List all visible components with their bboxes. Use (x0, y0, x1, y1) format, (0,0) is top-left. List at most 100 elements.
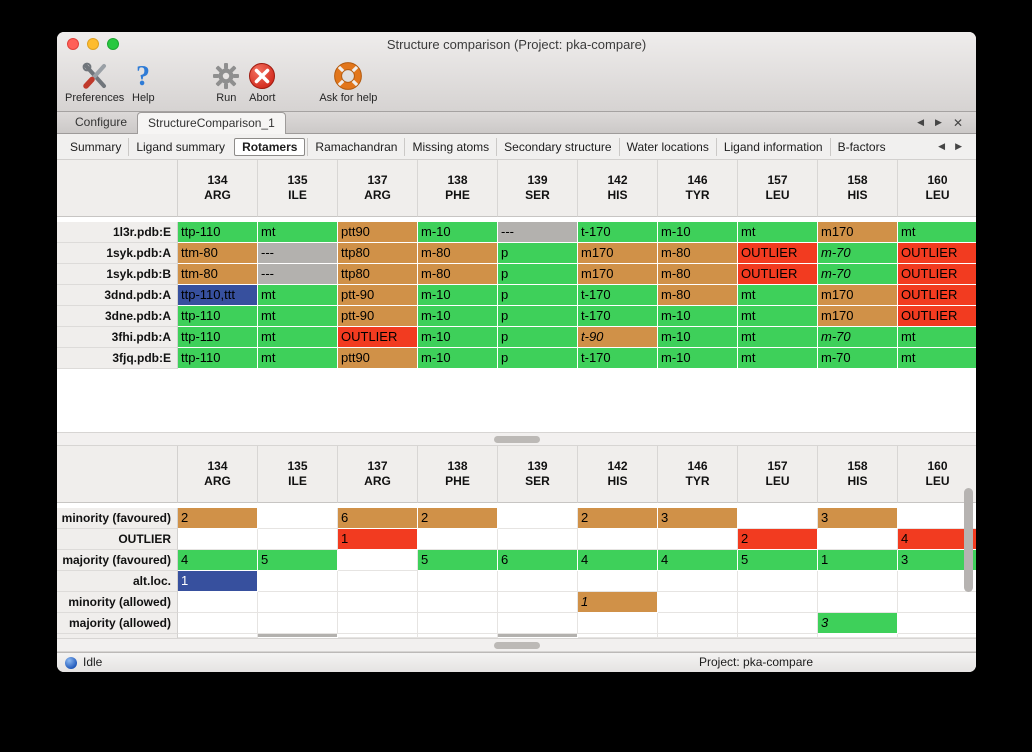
cell[interactable]: mt (738, 306, 818, 327)
cell[interactable] (658, 529, 738, 550)
cell[interactable]: m-10 (418, 348, 498, 369)
column-header-135[interactable]: 135 ILE (258, 160, 338, 217)
cell[interactable]: OUTLIER (898, 243, 976, 264)
cell[interactable] (738, 571, 818, 592)
cell[interactable]: m-80 (658, 285, 738, 306)
preferences-button[interactable]: Preferences (65, 56, 124, 104)
cell[interactable]: mt (738, 222, 818, 243)
cell[interactable]: m-70 (818, 327, 898, 348)
cell[interactable]: mt (258, 327, 338, 348)
row-label[interactable]: 3dnd.pdb:A (57, 285, 178, 306)
cell[interactable] (818, 592, 898, 613)
cell[interactable]: mt (898, 348, 976, 369)
cell[interactable]: OUTLIER (898, 285, 976, 306)
cell[interactable]: ttm-80 (178, 264, 258, 285)
cell[interactable]: 3 (898, 550, 976, 571)
minimize-window-button[interactable] (87, 38, 99, 50)
cell[interactable] (658, 571, 738, 592)
tab-ligand-summary[interactable]: Ligand summary (128, 137, 232, 156)
cell[interactable]: ttp-110,ttt (178, 285, 258, 306)
tab-missing-atoms[interactable]: Missing atoms (404, 137, 496, 156)
cell[interactable] (738, 613, 818, 634)
cell[interactable] (818, 571, 898, 592)
cell[interactable]: m-80 (658, 264, 738, 285)
cell[interactable]: m-10 (658, 327, 738, 348)
cell[interactable]: --- (258, 243, 338, 264)
tab-next-icon[interactable]: ▶ (935, 117, 942, 127)
cell[interactable] (178, 592, 258, 613)
row-label[interactable]: majority (allowed) (57, 613, 178, 634)
run-button[interactable]: Run (211, 56, 241, 104)
cell[interactable]: 1 (338, 529, 418, 550)
column-header-138[interactable]: 138 PHE (418, 446, 498, 503)
cell[interactable]: 5 (738, 550, 818, 571)
cell[interactable]: 1 (818, 550, 898, 571)
cell[interactable] (818, 529, 898, 550)
cell[interactable]: --- (258, 264, 338, 285)
row-label[interactable]: 3fjq.pdb:E (57, 348, 178, 369)
subtab-prev-icon[interactable]: ◀ (938, 141, 946, 151)
ask-for-help-button[interactable]: Ask for help (319, 56, 377, 104)
cell[interactable]: m170 (818, 306, 898, 327)
row-label[interactable]: 3dne.pdb:A (57, 306, 178, 327)
row-label[interactable]: majority (favoured) (57, 550, 178, 571)
cell[interactable] (658, 592, 738, 613)
cell[interactable]: t-170 (578, 348, 658, 369)
cell[interactable]: m-10 (658, 306, 738, 327)
tab-ramachandran[interactable]: Ramachandran (307, 137, 404, 156)
cell[interactable]: mt (898, 327, 976, 348)
horizontal-scrollbar-thumb[interactable] (493, 641, 540, 649)
cell[interactable] (578, 529, 658, 550)
cell[interactable]: ttp-110 (178, 327, 258, 348)
cell[interactable]: t-170 (578, 285, 658, 306)
cell[interactable]: m170 (578, 243, 658, 264)
cell[interactable]: ttp80 (338, 264, 418, 285)
cell[interactable]: 2 (738, 529, 818, 550)
column-header-160[interactable]: 160 LEU (898, 446, 976, 503)
cell[interactable]: 1 (178, 571, 258, 592)
tab-configure[interactable]: Configure (75, 115, 128, 129)
abort-button[interactable]: Abort (247, 56, 277, 104)
cell[interactable]: 2 (578, 508, 658, 529)
cell[interactable]: mt (738, 285, 818, 306)
cell[interactable] (498, 613, 578, 634)
cell[interactable]: p (498, 243, 578, 264)
cell[interactable] (418, 529, 498, 550)
cell[interactable]: 4 (178, 550, 258, 571)
cell[interactable] (738, 508, 818, 529)
cell[interactable]: OUTLIER (898, 264, 976, 285)
row-label[interactable]: 3fhi.pdb:A (57, 327, 178, 348)
cell[interactable]: 4 (578, 550, 658, 571)
column-header-142[interactable]: 142 HIS (578, 446, 658, 503)
row-label[interactable]: 1l3r.pdb:E (57, 222, 178, 243)
cell[interactable] (498, 592, 578, 613)
tab-close-icon[interactable]: ✕ (952, 115, 963, 130)
cell[interactable] (338, 592, 418, 613)
cell[interactable]: m-70 (818, 264, 898, 285)
column-header-146[interactable]: 146 TYR (658, 160, 738, 217)
cell[interactable]: t-170 (578, 222, 658, 243)
cell[interactable]: 2 (418, 508, 498, 529)
close-window-button[interactable] (67, 38, 79, 50)
cell[interactable] (738, 592, 818, 613)
cell[interactable]: 3 (818, 508, 898, 529)
cell[interactable] (498, 571, 578, 592)
cell[interactable]: m-10 (418, 306, 498, 327)
column-header-142[interactable]: 142 HIS (578, 160, 658, 217)
cell[interactable] (258, 613, 338, 634)
cell[interactable]: m170 (818, 285, 898, 306)
column-header-157[interactable]: 157 LEU (738, 160, 818, 217)
cell[interactable] (898, 571, 976, 592)
row-label[interactable]: 1syk.pdb:B (57, 264, 178, 285)
cell[interactable] (418, 613, 498, 634)
cell[interactable]: 4 (898, 529, 976, 550)
help-button[interactable]: ? Help (128, 56, 158, 104)
cell[interactable] (178, 529, 258, 550)
cell[interactable]: mt (258, 285, 338, 306)
cell[interactable]: ttp-110 (178, 306, 258, 327)
cell[interactable]: mt (258, 222, 338, 243)
column-header-137[interactable]: 137 ARG (338, 160, 418, 217)
cell[interactable]: mt (258, 306, 338, 327)
tab-rotamers[interactable]: Rotamers (234, 137, 306, 156)
cell[interactable]: m-10 (418, 327, 498, 348)
